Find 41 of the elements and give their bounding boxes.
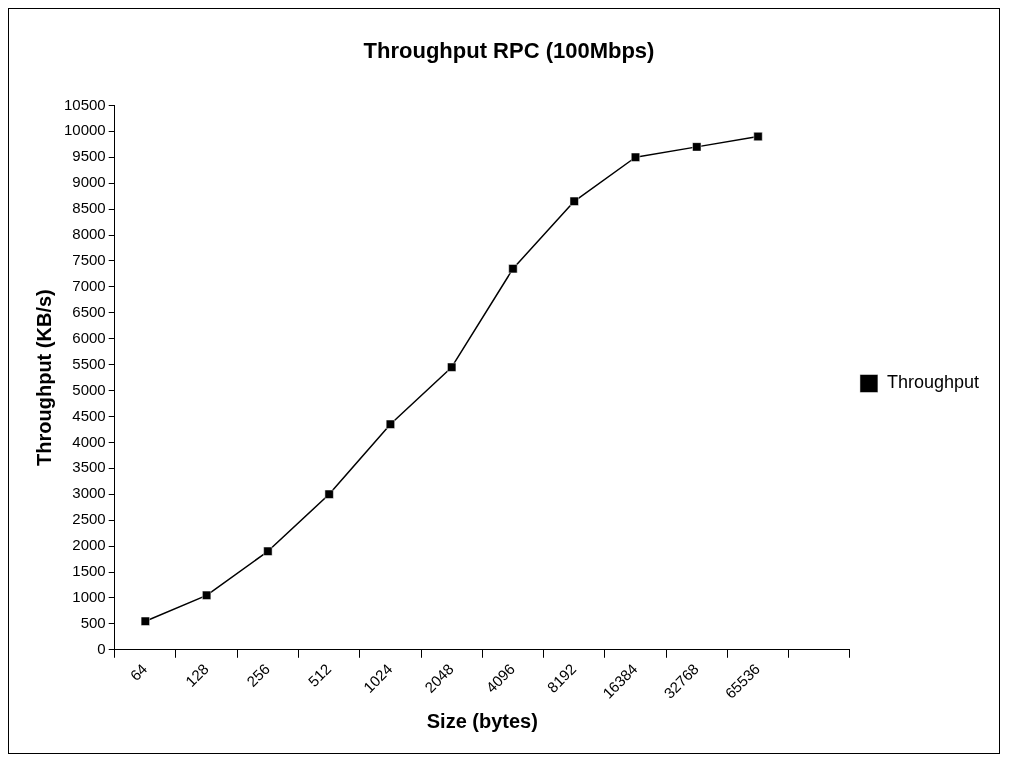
point	[692, 142, 702, 152]
point	[385, 419, 395, 429]
y-tick-label: 3500	[72, 458, 106, 476]
x-tick-label: 512	[304, 660, 335, 690]
y-tick-label: 8000	[72, 225, 106, 243]
chart-title: Throughput RPC (100Mbps)	[363, 38, 655, 64]
y-tick-label: 7000	[72, 277, 106, 294]
y-tick-label: 8500	[72, 199, 106, 217]
point	[753, 132, 763, 141]
point	[508, 264, 518, 274]
y-tick-label: 4000	[72, 432, 106, 450]
y-tick-label: 10000	[63, 121, 106, 139]
x-tick-label: 256	[243, 660, 273, 690]
x-tick-label: 64	[126, 660, 151, 684]
point	[447, 362, 457, 372]
y-tick-label: 2500	[72, 510, 106, 528]
y-tick-label: 6000	[72, 328, 106, 346]
y-tick-label: 9000	[72, 173, 106, 191]
point	[324, 489, 334, 499]
y-tick-label: 2000	[72, 536, 106, 554]
y-tick-label: 1000	[72, 588, 106, 606]
y-tick-label: 7500	[72, 251, 106, 269]
y-tick-label: 1500	[72, 562, 106, 580]
y-tick-label: 10500	[63, 95, 106, 113]
y-tick-label: 6500	[72, 302, 106, 320]
point	[140, 616, 150, 626]
point	[631, 152, 640, 162]
point	[202, 590, 212, 600]
y-tick-label: 0	[97, 639, 106, 657]
point	[569, 196, 579, 206]
x-tick-label: 128	[181, 660, 212, 690]
legend-label: Throughput	[886, 372, 980, 393]
y-tick-label: 5500	[72, 354, 106, 372]
x-axis-title: Size (bytes)	[426, 709, 538, 732]
y-tick-label: 9500	[72, 147, 106, 165]
y-tick-label: 500	[80, 614, 106, 631]
y-tick-label: 3000	[72, 484, 106, 502]
point	[263, 546, 273, 556]
y-tick-label: 4500	[72, 406, 106, 424]
y-tick-label: 5000	[72, 380, 106, 398]
y-axis-title: Throughput (KB/s)	[32, 289, 55, 466]
